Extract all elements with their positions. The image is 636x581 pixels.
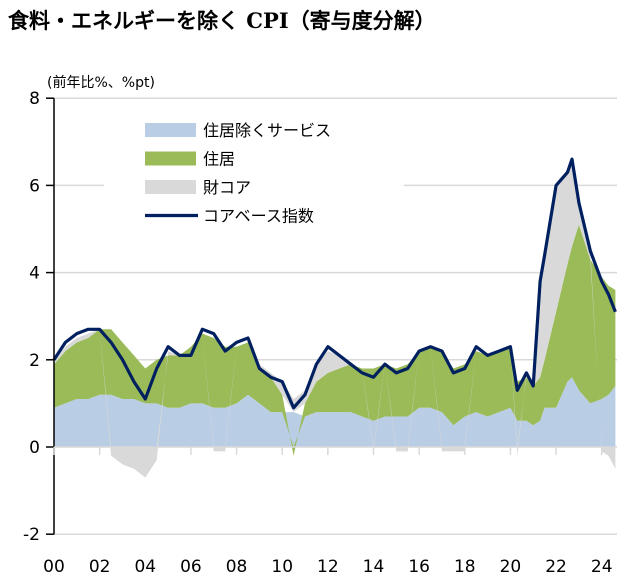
x-tick-label: 02 [89,557,111,577]
legend-swatch [145,180,196,194]
x-tick-label: 12 [317,557,339,577]
x-tick-label: 24 [591,557,613,577]
legend-swatch [145,123,196,137]
y-axis-unit-label: (前年比%、%pt) [47,74,155,91]
legend-label: 財コア [203,178,251,197]
y-tick-label: 4 [29,264,40,284]
chart-title: 食料・エネルギーを除く CPI（寄与度分解） [8,8,436,33]
x-tick-label: 14 [363,557,385,577]
legend-label: 住居除くサービス [203,121,331,140]
legend-label: 住居 [203,150,235,169]
x-tick-label: 18 [454,557,476,577]
x-tick-label: 16 [408,557,430,577]
y-tick-label: 6 [29,176,40,196]
x-tick-label: 08 [226,557,248,577]
line-series [52,157,617,410]
x-tick-label: 20 [500,557,522,577]
y-tick-label: 0 [29,438,40,458]
y-tick-label: 2 [29,351,40,371]
x-tick-label: 00 [43,557,65,577]
x-tick-label: 22 [545,557,567,577]
stacked-areas [54,159,616,478]
legend-swatch [145,151,196,166]
line-コアベース指数 [52,157,617,410]
y-tick-label: 8 [29,89,40,109]
x-tick-label: 10 [271,557,293,577]
x-tick-label: 04 [134,557,156,577]
x-tick-label: 06 [180,557,202,577]
area-住居 [54,224,616,456]
y-tick-label: -2 [23,525,40,545]
area-財コア [54,159,616,478]
legend-label: コアベース指数 [203,207,314,226]
